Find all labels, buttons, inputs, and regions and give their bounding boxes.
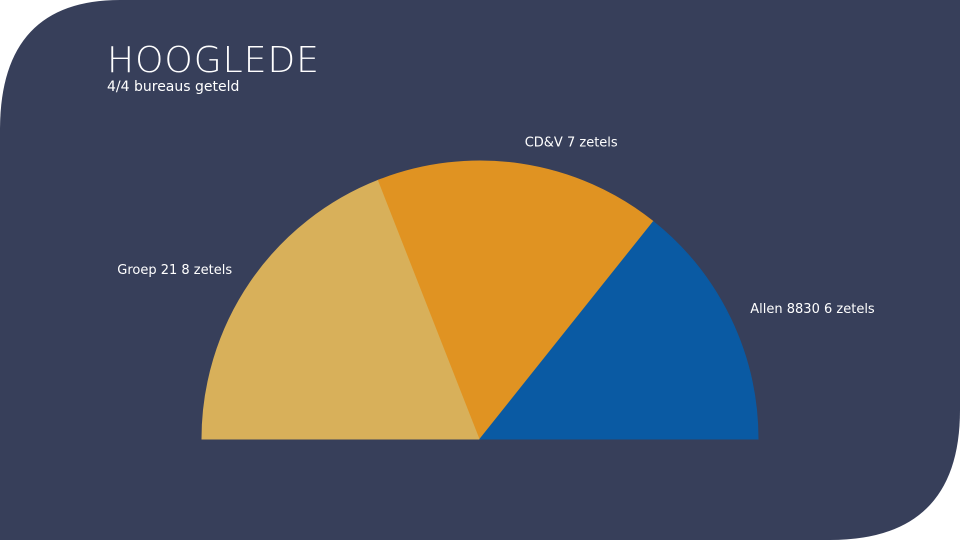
category-name: CD&V <box>525 135 563 150</box>
chart-title: HOOGLEDE <box>107 40 320 81</box>
slice-label: CD&V 7 zetels <box>525 135 618 150</box>
value-label: 7 zetels <box>567 135 618 150</box>
slice <box>201 179 481 440</box>
value-label: 8 zetels <box>181 263 232 278</box>
slice-label: Allen 8830 6 zetels <box>750 301 875 316</box>
slice <box>377 160 655 440</box>
category-name: Groep 21 <box>117 263 177 278</box>
slice-label: Groep 21 8 zetels <box>117 263 232 278</box>
slice <box>478 220 759 440</box>
value-label: 6 zetels <box>824 301 875 316</box>
chart-subtitle: 4/4 bureaus geteld <box>107 79 239 95</box>
category-name: Allen 8830 <box>750 301 820 316</box>
